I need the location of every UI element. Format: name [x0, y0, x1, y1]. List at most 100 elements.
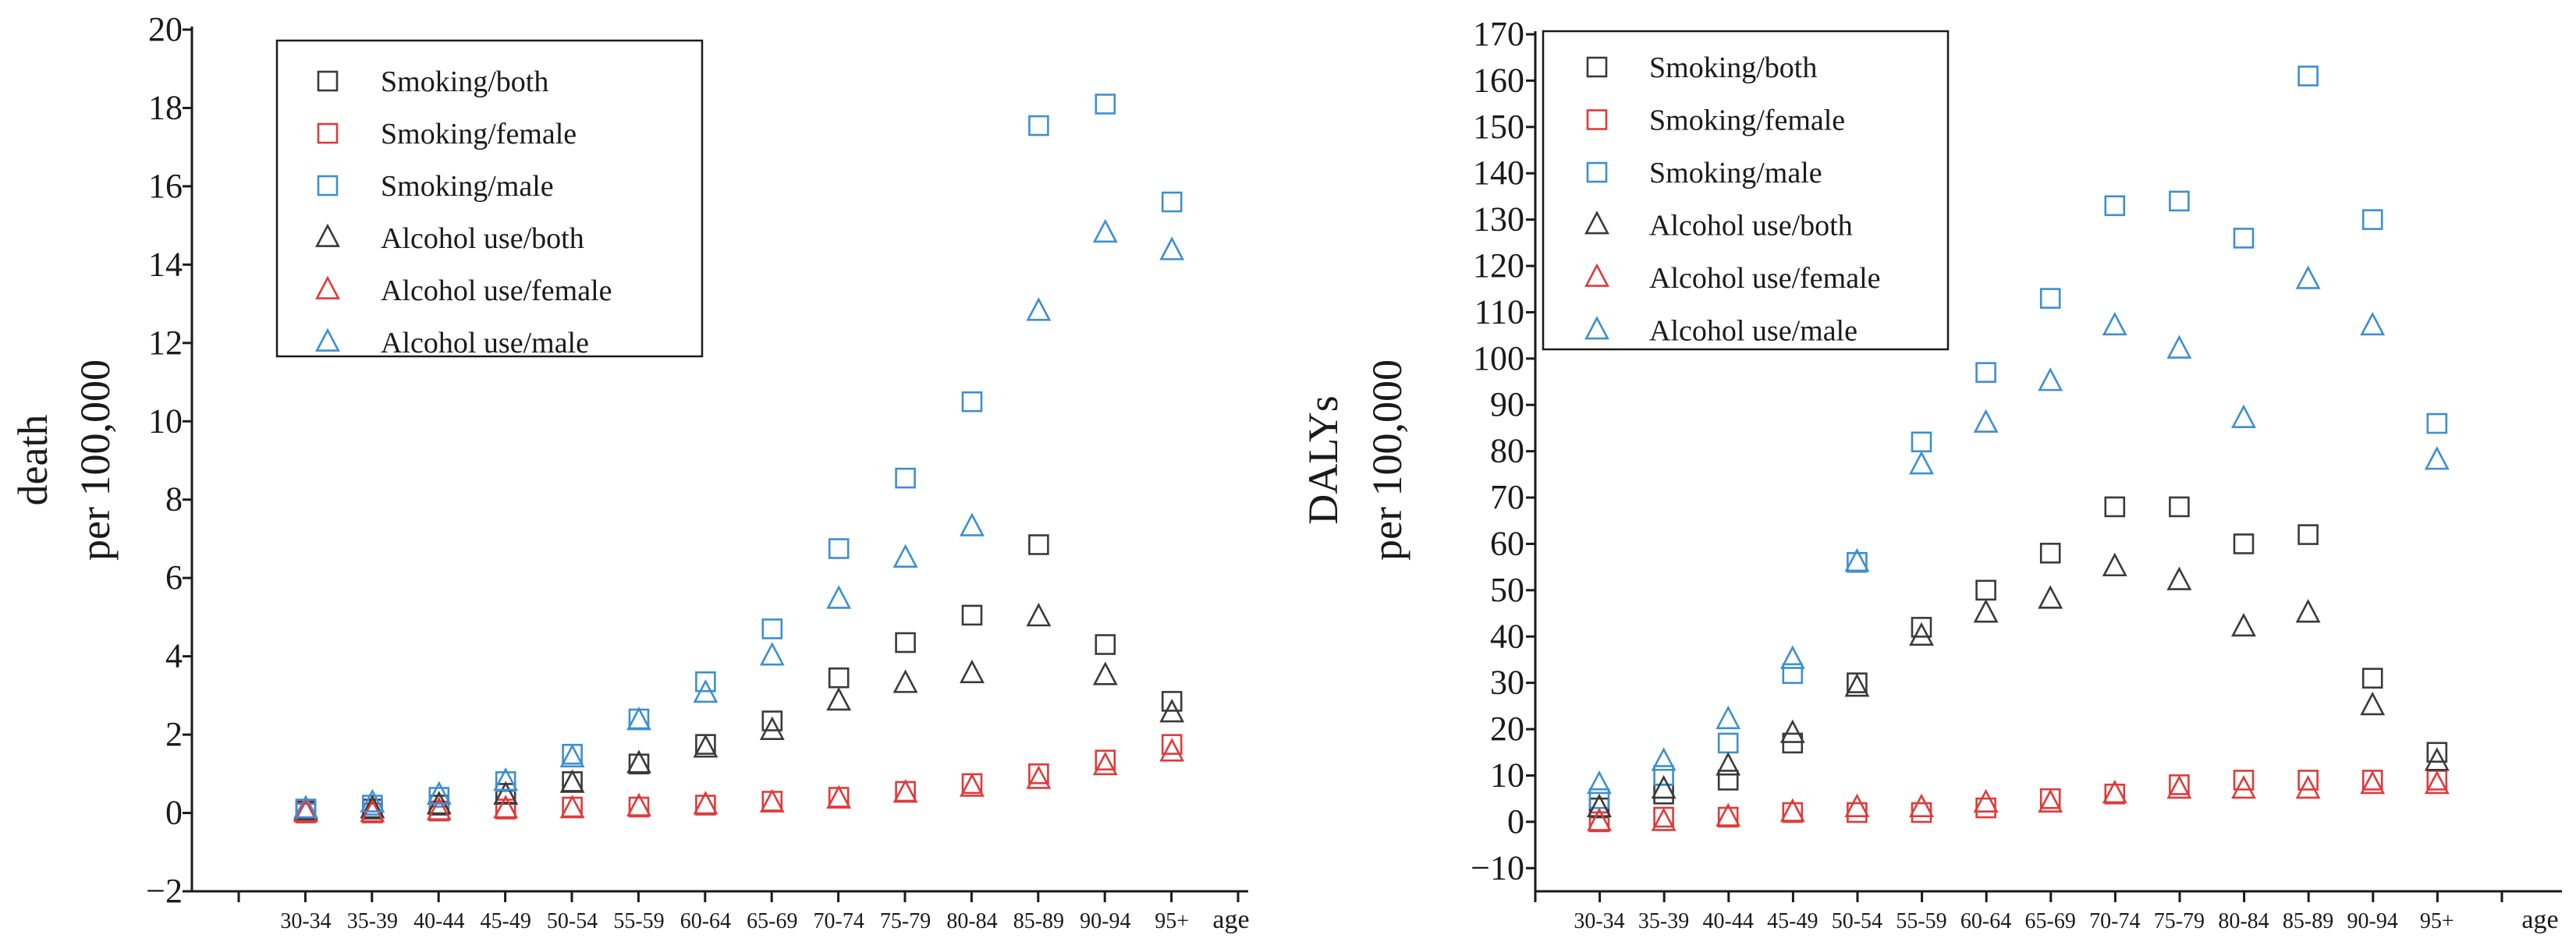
data-point	[1909, 621, 1934, 646]
data-point	[2297, 524, 2319, 545]
data-point	[1973, 599, 1999, 623]
y-tick-label: 170	[1473, 15, 1524, 53]
data-point	[2039, 288, 2061, 309]
data-point	[1028, 763, 1049, 784]
data-point	[1973, 409, 1999, 433]
data-point	[1975, 579, 1996, 601]
x-tick-label: 90-94	[2347, 909, 2398, 933]
y-tick-label: 2	[165, 715, 183, 753]
series-alcohol-use-male	[1587, 265, 2450, 795]
x-tick-label: 65-69	[747, 909, 797, 933]
data-point	[828, 787, 850, 808]
y-tick-label: 8	[165, 480, 183, 519]
data-point	[1159, 738, 1185, 762]
data-point	[559, 743, 585, 768]
legend-marker	[1584, 263, 1609, 287]
data-point	[426, 781, 452, 805]
x-tick-label: 75-79	[880, 909, 931, 933]
legend-label: Smoking/male	[381, 170, 554, 203]
data-point	[693, 678, 719, 703]
legend-marker	[1586, 56, 1608, 78]
series-smoking-female	[295, 734, 1183, 823]
data-point	[1028, 534, 1049, 555]
data-point	[761, 710, 783, 731]
legend-label: Smoking/male	[1649, 157, 1822, 189]
legend-marker	[315, 328, 340, 352]
data-point	[1717, 770, 1739, 791]
legend-marker	[1584, 316, 1609, 340]
data-point	[628, 796, 650, 818]
data-point	[2361, 667, 2383, 689]
data-point	[892, 669, 918, 693]
legend-frame	[275, 39, 704, 358]
data-point	[2233, 533, 2255, 554]
y-tick-label: 120	[1473, 246, 1524, 285]
data-point	[493, 767, 519, 791]
data-point	[1844, 547, 1870, 572]
data-point	[559, 769, 585, 793]
y-tick-label: 50	[1490, 571, 1524, 609]
legend-marker	[317, 70, 339, 92]
data-point	[559, 795, 585, 819]
data-point	[1779, 719, 1805, 743]
legend-label: Smoking/female	[381, 118, 577, 150]
x-tick-label: 50-54	[547, 909, 598, 933]
data-point	[293, 799, 318, 823]
data-point	[1651, 807, 1677, 831]
data-point	[2102, 311, 2127, 336]
data-point	[1159, 699, 1185, 723]
data-point	[1782, 802, 1804, 823]
data-point	[960, 659, 985, 684]
dalys-chart-panel: −10 0 10 20 30 40 50 60 70 80 90 100 110 120 130 140 150…	[1300, 15, 2562, 934]
series-smoking-male	[1588, 66, 2448, 809]
data-point	[2426, 742, 2448, 763]
data-point	[1911, 617, 1932, 638]
data-point	[2295, 774, 2321, 799]
data-point	[2169, 190, 2190, 212]
data-point	[1973, 788, 1999, 813]
x-tick-label: 70-74	[814, 909, 864, 933]
data-point	[2104, 496, 2126, 518]
legend-marker	[317, 122, 339, 144]
x-tick-label: 90-94	[1080, 909, 1130, 933]
data-point	[1587, 807, 1612, 831]
y-tick-label: 150	[1473, 108, 1524, 146]
data-point	[493, 795, 519, 819]
data-point	[2169, 496, 2190, 518]
x-tick-label: 35-39	[1638, 909, 1689, 933]
data-point	[693, 791, 719, 815]
data-point	[892, 779, 918, 803]
x-tick-label: 60-64	[1960, 909, 2011, 933]
data-point	[2231, 612, 2256, 637]
data-point	[2104, 783, 2126, 805]
data-point	[895, 467, 916, 489]
x-tick-label: 55-59	[613, 909, 664, 933]
legend-marker	[1586, 161, 1608, 183]
data-point	[2104, 195, 2126, 217]
data-point	[2426, 413, 2448, 434]
data-point	[1909, 451, 1934, 475]
data-point	[826, 585, 852, 609]
series-alcohol-use-male	[293, 218, 1185, 819]
data-point	[826, 784, 852, 809]
series-alcohol-use-female	[1587, 770, 2450, 831]
data-point	[1716, 752, 1741, 776]
y-tick-label: 100	[1473, 339, 1524, 377]
data-point	[2038, 788, 2063, 813]
data-point	[1092, 218, 1118, 243]
data-point	[2295, 599, 2321, 623]
data-point	[1779, 798, 1805, 822]
data-point	[626, 792, 651, 816]
data-point	[1159, 236, 1185, 260]
data-point	[2231, 404, 2256, 428]
data-point	[892, 544, 918, 568]
x-tick-label: 45-49	[481, 909, 531, 933]
data-point	[961, 604, 983, 626]
legend-label: Smoking/both	[381, 66, 548, 98]
data-point	[1653, 765, 1674, 786]
data-point	[693, 734, 719, 758]
x-tick-label: 40-44	[1703, 909, 1754, 933]
legend-label: Smoking/female	[1649, 104, 1845, 137]
death-chart-panel: −2 0 2 4 6 8 10 12 14 16 18 20 30-34 35-39 40-44 45-49 5…	[9, 10, 1250, 934]
data-point	[2295, 265, 2321, 289]
